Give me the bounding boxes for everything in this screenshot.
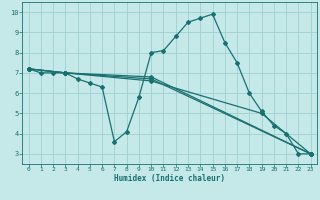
X-axis label: Humidex (Indice chaleur): Humidex (Indice chaleur): [114, 174, 225, 183]
